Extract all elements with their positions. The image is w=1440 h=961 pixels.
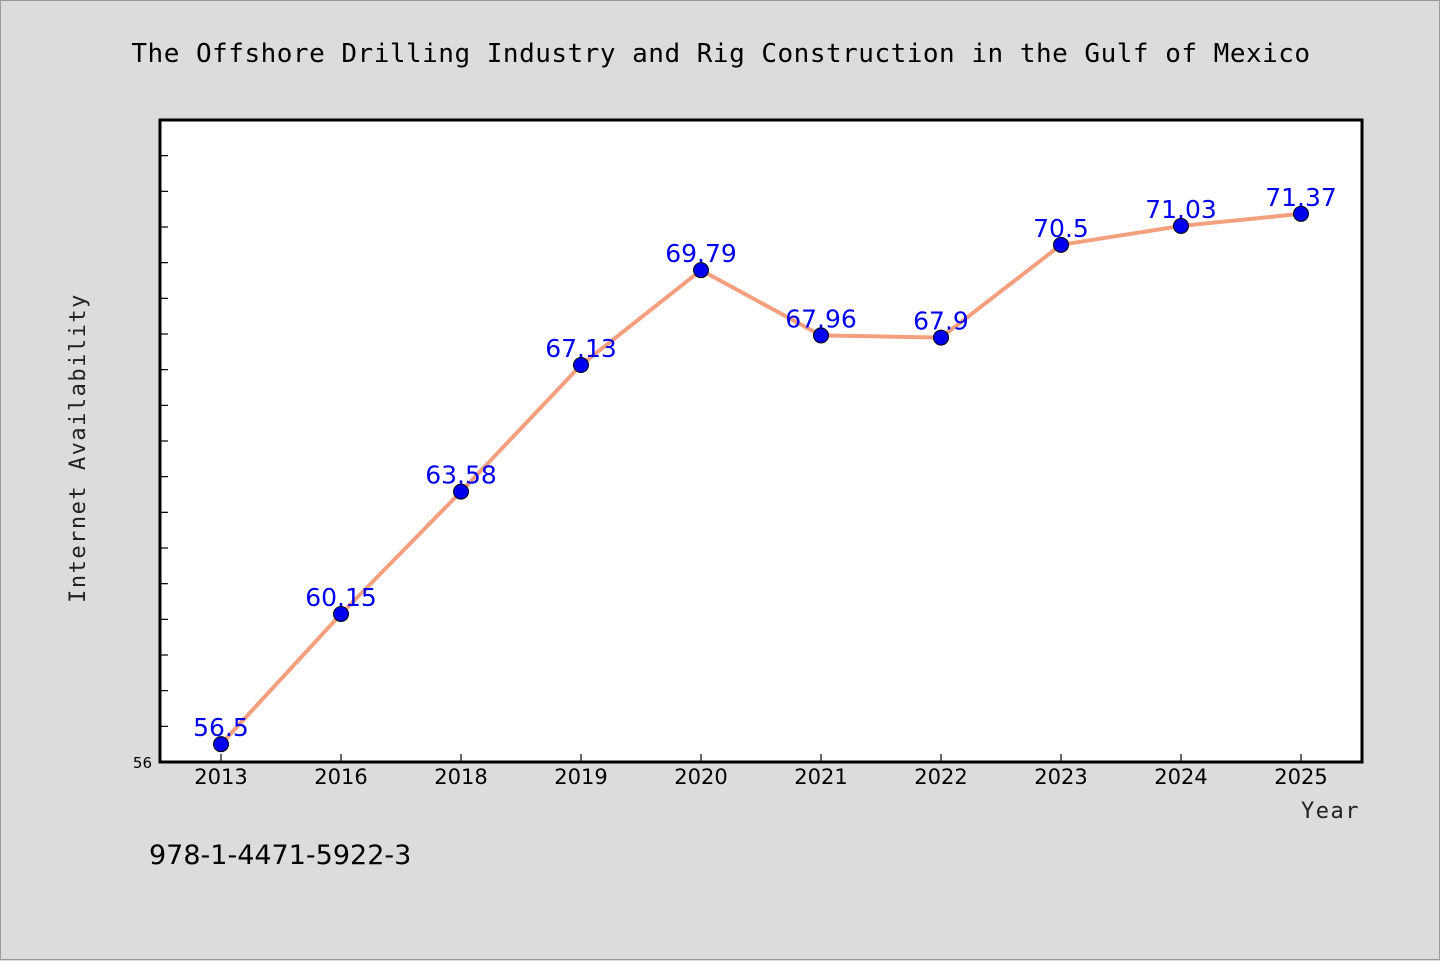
data-point [333, 605, 349, 622]
x-tick-label: 2016 [314, 765, 367, 789]
x-tick-label: 2023 [1034, 765, 1087, 789]
data-point [213, 736, 229, 753]
data-label: 60.15 [305, 583, 377, 612]
data-label: 56.5 [193, 713, 249, 742]
x-tick-label: 2020 [674, 765, 727, 789]
x-tick-label: 2019 [554, 765, 607, 789]
y-tick-label: 56 [133, 754, 152, 772]
x-tick-label: 2013 [194, 765, 247, 789]
data-point [1173, 217, 1189, 234]
x-tick-label: 2025 [1274, 765, 1327, 789]
data-point [1053, 236, 1069, 253]
isbn-label: 978-1-4471-5922-3 [149, 840, 411, 871]
y-axis-label: Internet Availability [66, 293, 91, 603]
x-tick-label: 2018 [434, 765, 487, 789]
data-label: 69.79 [665, 239, 737, 268]
x-axis-label: Year [1301, 799, 1360, 824]
data-label: 70.5 [1033, 214, 1089, 243]
x-tick-label: 2021 [794, 765, 847, 789]
x-tick-label: 2024 [1154, 765, 1207, 789]
series-line [219, 211, 1303, 747]
data-point [693, 262, 709, 279]
data-point [1293, 205, 1309, 222]
data-point [453, 483, 469, 500]
data-label: 67.9 [913, 307, 969, 336]
y-axis-ticks: 56 [133, 155, 168, 772]
data-point [813, 327, 829, 344]
chart-title: The Offshore Drilling Industry and Rig C… [131, 39, 1310, 69]
data-point [933, 329, 949, 346]
data-point [573, 357, 589, 374]
data-label: 67.13 [545, 334, 617, 363]
data-label: 67.96 [785, 304, 857, 333]
data-label: 63.58 [425, 461, 497, 490]
data-label: 71.03 [1145, 195, 1217, 224]
x-tick-label: 2022 [914, 765, 967, 789]
series-layer: 56.5 60.15 63.58 67.13 69.79 67.96 67.9 70.5 71.… [193, 183, 1337, 753]
x-axis-ticks: 2013 2016 2018 2019 2020 2021 2022 2023 2024 2025 [194, 754, 1328, 789]
data-label: 71.37 [1265, 183, 1337, 212]
